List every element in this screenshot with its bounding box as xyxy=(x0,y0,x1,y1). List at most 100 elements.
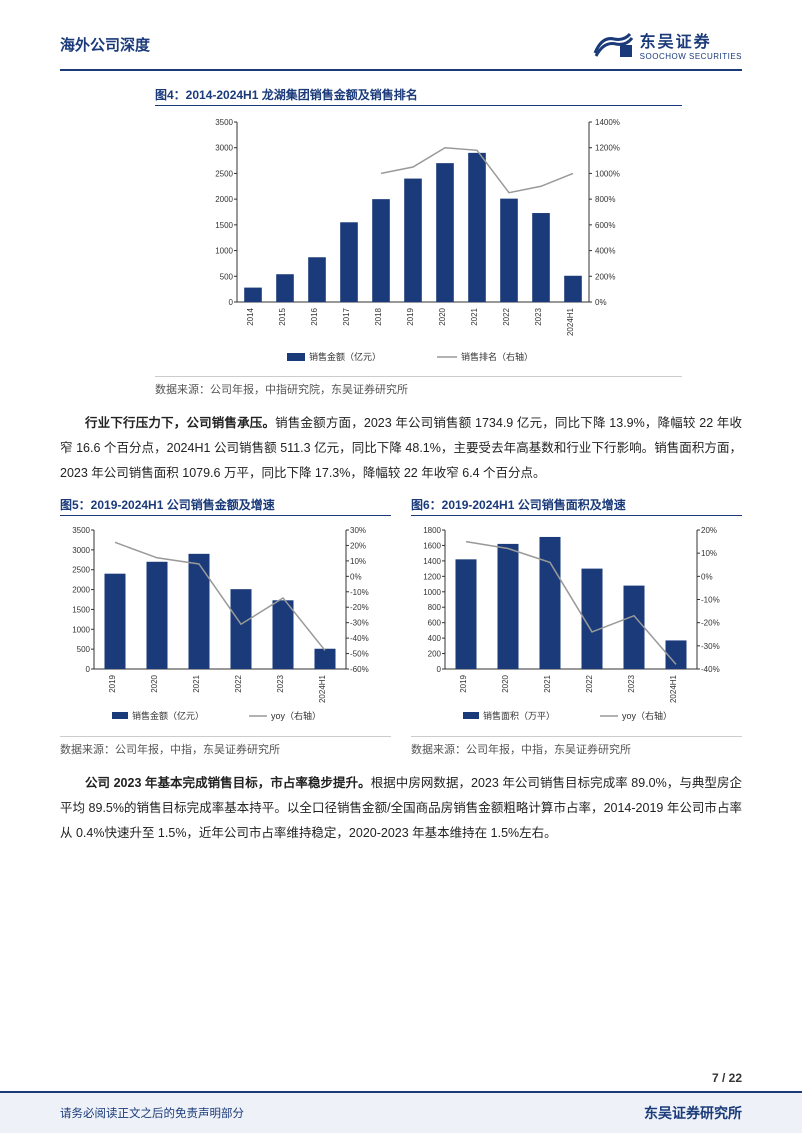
svg-text:800: 800 xyxy=(428,603,442,612)
fig6-source: 数据来源：公司年报，中指，东吴证券研究所 xyxy=(411,736,742,757)
svg-text:0: 0 xyxy=(228,298,233,307)
svg-text:0%: 0% xyxy=(350,572,362,581)
svg-text:销售排名（右轴）: 销售排名（右轴） xyxy=(461,351,533,362)
svg-text:yoy（右轴）: yoy（右轴） xyxy=(271,710,321,721)
svg-text:500: 500 xyxy=(77,645,91,654)
fig5-chart: 0500100015002000250030003500-60%-50%-40%… xyxy=(60,522,390,727)
svg-text:20%: 20% xyxy=(350,541,366,550)
svg-text:2021: 2021 xyxy=(543,674,552,692)
brand-logo: 东吴证券 SOOCHOW SECURITIES xyxy=(592,28,742,61)
paragraph-2: 公司 2023 年基本完成销售目标，市占率稳步提升。根据中房网数据，2023 年… xyxy=(60,771,742,846)
svg-text:-50%: -50% xyxy=(350,650,369,659)
svg-text:1000%: 1000% xyxy=(595,169,620,178)
svg-text:销售金额（亿元）: 销售金额（亿元） xyxy=(132,710,204,721)
logo-text-en: SOOCHOW SECURITIES xyxy=(640,52,742,61)
fig5-title: 图5：2019-2024H1 公司销售金额及增速 xyxy=(60,496,391,516)
svg-text:2022: 2022 xyxy=(234,674,243,692)
svg-text:2022: 2022 xyxy=(502,307,511,325)
svg-text:10%: 10% xyxy=(350,557,366,566)
fig6-chart: 020040060080010001200140016001800-40%-30… xyxy=(411,522,741,727)
svg-text:2020: 2020 xyxy=(438,307,447,325)
svg-text:10%: 10% xyxy=(701,549,717,558)
paragraph-1: 行业下行压力下，公司销售承压。销售金额方面，2023 年公司销售额 1734.9… xyxy=(60,411,742,486)
svg-text:1200%: 1200% xyxy=(595,144,620,153)
svg-text:2023: 2023 xyxy=(276,674,285,692)
svg-text:0%: 0% xyxy=(595,298,607,307)
svg-text:2019: 2019 xyxy=(108,674,117,692)
svg-text:-40%: -40% xyxy=(350,634,369,643)
svg-text:2018: 2018 xyxy=(374,307,383,325)
svg-text:2017: 2017 xyxy=(342,307,351,325)
svg-text:1600: 1600 xyxy=(423,541,441,550)
footer-disclaimer: 请务必阅读正文之后的免责声明部分 xyxy=(60,1105,244,1121)
svg-text:400%: 400% xyxy=(595,247,615,256)
svg-text:2024H1: 2024H1 xyxy=(566,307,575,336)
svg-text:200: 200 xyxy=(428,650,442,659)
svg-text:0: 0 xyxy=(86,665,91,674)
svg-text:yoy（右轴）: yoy（右轴） xyxy=(622,710,672,721)
svg-text:-20%: -20% xyxy=(701,619,720,628)
page-footer: 7 / 22 请务必阅读正文之后的免责声明部分 东吴证券研究所 xyxy=(0,1071,802,1133)
svg-text:-20%: -20% xyxy=(350,603,369,612)
para2-bold: 公司 2023 年基本完成销售目标，市占率稳步提升。 xyxy=(85,776,371,790)
svg-text:-10%: -10% xyxy=(350,588,369,597)
svg-text:3500: 3500 xyxy=(72,526,90,535)
svg-text:2019: 2019 xyxy=(459,674,468,692)
svg-text:1400: 1400 xyxy=(423,557,441,566)
svg-text:600: 600 xyxy=(428,619,442,628)
svg-text:2020: 2020 xyxy=(150,674,159,692)
footer-org: 东吴证券研究所 xyxy=(644,1103,742,1123)
svg-text:800%: 800% xyxy=(595,195,615,204)
fig4-source: 数据来源：公司年报，中指研究院，东吴证券研究所 xyxy=(155,376,682,397)
svg-text:2023: 2023 xyxy=(534,307,543,325)
svg-text:3500: 3500 xyxy=(215,118,233,127)
svg-text:1500: 1500 xyxy=(72,605,90,614)
svg-text:1000: 1000 xyxy=(423,588,441,597)
svg-text:2000: 2000 xyxy=(72,586,90,595)
fig4-title: 图4：2014-2024H1 龙湖集团销售金额及销售排名 xyxy=(155,86,682,106)
svg-text:-10%: -10% xyxy=(701,596,720,605)
svg-text:0%: 0% xyxy=(701,572,713,581)
svg-text:2021: 2021 xyxy=(470,307,479,325)
svg-text:2021: 2021 xyxy=(192,674,201,692)
svg-text:2022: 2022 xyxy=(585,674,594,692)
svg-text:-30%: -30% xyxy=(350,619,369,628)
svg-text:2020: 2020 xyxy=(501,674,510,692)
svg-text:2014: 2014 xyxy=(246,307,255,325)
svg-text:-30%: -30% xyxy=(701,642,720,651)
fig4-chart: 0 500 1000 1500 2000 2500 3000 3500 0% 200% 400% 60… xyxy=(199,112,639,372)
svg-text:2500: 2500 xyxy=(72,566,90,575)
svg-text:销售面积（万平）: 销售面积（万平） xyxy=(483,710,555,721)
svg-text:销售金额（亿元）: 销售金额（亿元） xyxy=(309,351,381,362)
para1-bold: 行业下行压力下，公司销售承压。 xyxy=(85,416,275,430)
header-title: 海外公司深度 xyxy=(60,34,150,55)
svg-text:500: 500 xyxy=(219,272,233,281)
svg-text:2000: 2000 xyxy=(215,195,233,204)
svg-text:2023: 2023 xyxy=(627,674,636,692)
svg-text:30%: 30% xyxy=(350,526,366,535)
fig6-title: 图6：2019-2024H1 公司销售面积及增速 xyxy=(411,496,742,516)
fig5-source: 数据来源：公司年报，中指，东吴证券研究所 xyxy=(60,736,391,757)
svg-text:2024H1: 2024H1 xyxy=(669,674,678,703)
soochow-logo-icon xyxy=(592,31,634,59)
svg-text:2016: 2016 xyxy=(310,307,319,325)
svg-text:-40%: -40% xyxy=(701,665,720,674)
page-header: 海外公司深度 东吴证券 SOOCHOW SECURITIES xyxy=(0,0,802,69)
svg-text:2024H1: 2024H1 xyxy=(318,674,327,703)
svg-text:2500: 2500 xyxy=(215,169,233,178)
logo-text-cn: 东吴证券 xyxy=(640,28,742,52)
svg-text:200%: 200% xyxy=(595,272,615,281)
svg-text:-60%: -60% xyxy=(350,665,369,674)
svg-text:3000: 3000 xyxy=(215,144,233,153)
svg-text:2015: 2015 xyxy=(278,307,287,325)
svg-text:1400%: 1400% xyxy=(595,118,620,127)
header-divider xyxy=(60,69,742,71)
svg-text:1000: 1000 xyxy=(72,625,90,634)
svg-text:1500: 1500 xyxy=(215,221,233,230)
svg-text:1800: 1800 xyxy=(423,526,441,535)
svg-text:1200: 1200 xyxy=(423,572,441,581)
svg-text:0: 0 xyxy=(437,665,442,674)
svg-text:20%: 20% xyxy=(701,526,717,535)
svg-text:1000: 1000 xyxy=(215,247,233,256)
svg-text:600%: 600% xyxy=(595,221,615,230)
